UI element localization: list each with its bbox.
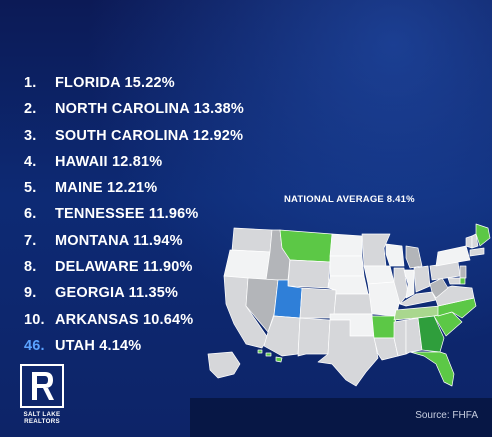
rank-label: MONTANA 11.94% bbox=[55, 232, 183, 249]
ranking-item-utah: 46. UTAH 4.14% bbox=[24, 333, 294, 359]
state-al bbox=[405, 317, 423, 355]
state-md bbox=[447, 277, 461, 285]
rank-number: 4. bbox=[24, 153, 37, 170]
logo-line-2: REALTORS bbox=[24, 418, 60, 425]
ranking-item: 10. ARKANSAS 10.64% bbox=[24, 307, 294, 333]
state-nv bbox=[245, 277, 279, 333]
state-mo bbox=[367, 281, 401, 317]
rank-label: ARKANSAS 10.64% bbox=[55, 311, 194, 328]
state-mi bbox=[405, 245, 423, 269]
ranking-item: 6. TENNESSEE 11.96% bbox=[24, 201, 294, 227]
rank-number: 9. bbox=[24, 285, 37, 302]
ranking-item: 9. GEORGIA 11.35% bbox=[24, 280, 294, 306]
rank-number: 46. bbox=[24, 337, 45, 354]
rank-number: 3. bbox=[24, 127, 37, 144]
state-wi bbox=[385, 243, 405, 267]
ranking-item: 4. HAWAII 12.81% bbox=[24, 149, 294, 175]
state-ms bbox=[393, 319, 407, 357]
rank-label: TENNESSEE 11.96% bbox=[55, 206, 199, 223]
rank-number: 7. bbox=[24, 232, 37, 249]
state-wa bbox=[231, 227, 273, 253]
state-ranking-list: 1. FLORIDA 15.22% 2. NORTH CAROLINA 13.38%… bbox=[24, 70, 294, 359]
rank-number: 8. bbox=[24, 259, 37, 276]
state-ks bbox=[333, 293, 373, 315]
state-wy bbox=[287, 259, 331, 289]
source-bar: Source: FHFA bbox=[190, 398, 492, 437]
ranking-item: 1. FLORIDA 15.22% bbox=[24, 70, 294, 96]
national-average-caption: NATIONAL AVERAGE 8.41% bbox=[284, 194, 415, 205]
state-oh bbox=[413, 265, 431, 293]
state-hi bbox=[257, 349, 283, 363]
state-ar bbox=[371, 315, 397, 339]
us-map bbox=[207, 223, 491, 387]
logo-line-1: SALT LAKE bbox=[23, 411, 61, 418]
state-in bbox=[403, 269, 415, 299]
logo-text: SALT LAKE REALTORS bbox=[20, 411, 64, 425]
state-mn bbox=[361, 233, 391, 267]
rank-number: 5. bbox=[24, 180, 37, 197]
state-nj bbox=[459, 265, 467, 279]
ranking-item: 2. NORTH CAROLINA 13.38% bbox=[24, 96, 294, 122]
rank-number: 6. bbox=[24, 206, 37, 223]
rank-label: MAINE 12.21% bbox=[55, 180, 158, 197]
state-ma bbox=[469, 247, 485, 257]
state-me bbox=[475, 223, 491, 247]
state-nh bbox=[471, 233, 479, 249]
state-ga bbox=[417, 315, 445, 353]
source-credit: Source: FHFA bbox=[415, 410, 478, 421]
realtor-r-icon bbox=[32, 372, 54, 400]
rank-label: HAWAII 12.81% bbox=[55, 153, 163, 170]
ranking-item: 3. SOUTH CAROLINA 12.92% bbox=[24, 123, 294, 149]
rank-label: GEORGIA 11.35% bbox=[55, 285, 179, 302]
state-nd bbox=[329, 233, 363, 257]
state-mt bbox=[279, 229, 333, 263]
state-tx bbox=[317, 319, 379, 387]
state-co bbox=[299, 287, 337, 319]
state-ak bbox=[207, 351, 241, 379]
rank-number: 1. bbox=[24, 75, 37, 91]
rank-label: NORTH CAROLINA 13.38% bbox=[55, 101, 244, 118]
ranking-item: 5. MAINE 12.21% bbox=[24, 175, 294, 201]
state-sd bbox=[329, 255, 365, 277]
state-fl bbox=[409, 351, 455, 387]
rank-number: 10. bbox=[24, 311, 45, 328]
salt-lake-realtors-logo: SALT LAKE REALTORS bbox=[20, 364, 64, 426]
rank-label: UTAH 4.14% bbox=[55, 337, 142, 354]
state-ny bbox=[435, 245, 471, 267]
state-de bbox=[459, 277, 466, 285]
rank-label: SOUTH CAROLINA 12.92% bbox=[55, 127, 244, 144]
state-vt bbox=[465, 235, 473, 249]
rank-label: FLORIDA 15.22% bbox=[55, 75, 175, 91]
rank-number: 2. bbox=[24, 101, 37, 118]
state-la bbox=[373, 337, 399, 361]
realtor-r-mark bbox=[20, 364, 64, 408]
ranking-item: 7. MONTANA 11.94% bbox=[24, 228, 294, 254]
ranking-item: 8. DELAWARE 11.90% bbox=[24, 254, 294, 280]
state-il bbox=[393, 267, 409, 305]
state-or bbox=[223, 249, 271, 281]
rank-label: DELAWARE 11.90% bbox=[55, 259, 193, 276]
state-ia bbox=[363, 265, 395, 285]
state-nm bbox=[297, 317, 331, 357]
